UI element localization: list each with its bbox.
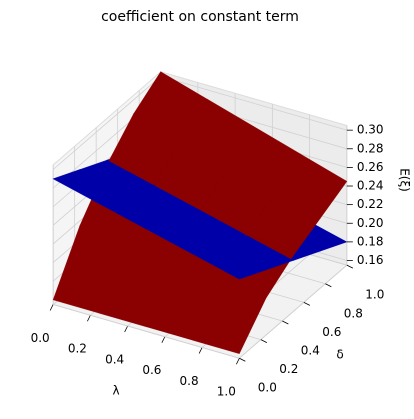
z-tick-label: 0.30 (357, 123, 384, 137)
y-tick-label: 0.8 (344, 306, 363, 320)
z-tick-label: 0.16 (357, 253, 384, 267)
x-tick-label: 0.8 (180, 374, 199, 388)
x-axis-label: λ (112, 384, 119, 398)
tick-mark (260, 339, 268, 343)
tick-mark (346, 264, 354, 269)
tick-mark (303, 302, 311, 306)
tick-mark (235, 358, 240, 365)
z-tick-label: 0.18 (357, 234, 384, 248)
z-tick-label: 0.26 (357, 160, 384, 174)
y-tick-label: 1.0 (365, 288, 384, 302)
tick-mark (124, 325, 128, 333)
x-tick-label: 1.0 (217, 385, 236, 399)
y-tick-label: 0.0 (258, 381, 277, 395)
y-tick-label: 0.2 (279, 362, 298, 376)
z-axis-label: E(ξ) (398, 168, 412, 192)
y-axis-label: δ (336, 348, 343, 362)
x-tick-label: 0.0 (31, 331, 50, 345)
z-tick-label: 0.20 (357, 216, 384, 230)
z-tick-label: 0.22 (357, 197, 384, 211)
grid-line (239, 264, 348, 359)
grid-line (53, 304, 240, 359)
tick-mark (325, 283, 332, 288)
y-tick-label: 0.4 (301, 344, 320, 358)
surface-patch (192, 279, 267, 354)
tick-mark (161, 336, 166, 343)
z-tick-label: 0.28 (357, 141, 384, 155)
x-tick-label: 0.6 (142, 363, 161, 377)
tick-mark (239, 357, 246, 362)
y-tick-label: 0.6 (322, 325, 341, 339)
x-tick-label: 0.4 (105, 352, 124, 366)
x-tick-label: 0.2 (68, 342, 87, 356)
grid-line (52, 76, 161, 170)
chart-title: coefficient on constant term (101, 9, 299, 25)
tick-mark (282, 320, 289, 325)
tick-mark (198, 347, 203, 354)
surface-patch (192, 244, 267, 280)
tick-mark (87, 315, 91, 322)
grid-line (160, 76, 347, 131)
tick-mark (49, 304, 54, 311)
z-tick-label: 0.24 (357, 179, 384, 193)
